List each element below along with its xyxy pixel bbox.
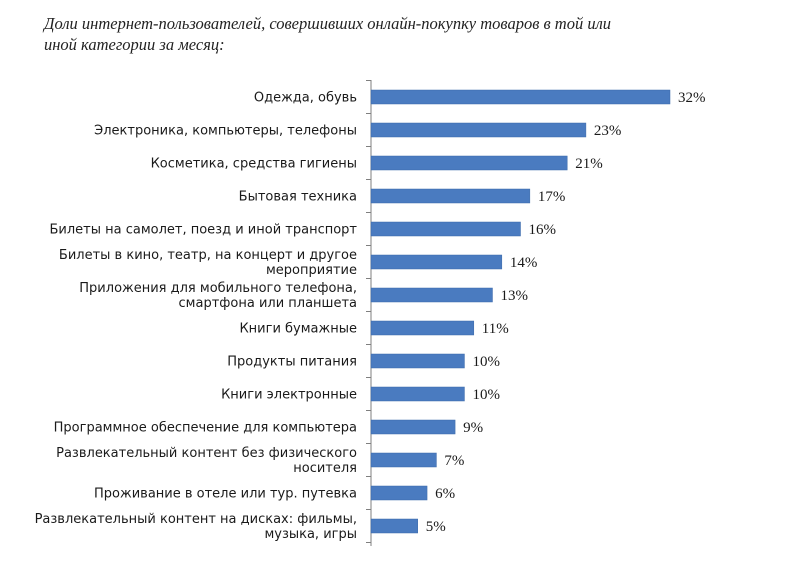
chart-title-line-1: Доли интернет-пользователей, совершивших… — [44, 14, 612, 33]
bar — [370, 419, 456, 435]
bar — [370, 89, 671, 105]
value-label: 16% — [529, 222, 557, 238]
category-label-line: Книги бумажные — [239, 322, 357, 337]
value-label: 5% — [426, 519, 446, 535]
bars-layer — [370, 89, 671, 534]
category-label: Продукты питания — [227, 355, 357, 370]
value-label: 6% — [435, 486, 455, 502]
category-label: Приложения для мобильного телефона, смарт… — [79, 281, 357, 311]
category-label: Программное обеспечение для компьютера — [54, 421, 357, 436]
category-label: Проживание в отеле или тур. путевка — [94, 487, 357, 502]
category-label-line: Программное обеспечение для компьютера — [54, 421, 357, 436]
category-label: Косметика, средства гигиены — [151, 157, 357, 172]
category-label: Электроника, компьютеры, телефоны — [94, 124, 357, 139]
value-label: 23% — [594, 123, 622, 139]
category-label-line: смартфона или планшета — [179, 296, 357, 311]
category-label: Билеты в кино, театр, на концерт и друго… — [59, 248, 357, 278]
category-label: Билеты на самолет, поезд и иной транспор… — [49, 223, 357, 238]
category-label-line: Приложения для мобильного телефона, — [79, 281, 357, 296]
category-label: Книги бумажные — [239, 322, 357, 337]
category-label-line: Проживание в отеле или тур. путевка — [94, 487, 357, 502]
bar — [370, 188, 531, 204]
value-label: 13% — [500, 288, 528, 304]
category-label-line: Электроника, компьютеры, телефоны — [94, 124, 357, 139]
value-labels-layer: 32% 23% 21% 17% 16% 14% 13% 11% 10% 10% 9% 7% 6% 5% — [426, 90, 706, 535]
value-label: 10% — [472, 387, 500, 403]
category-label-line: Билеты на самолет, поезд и иной транспор… — [49, 223, 357, 238]
value-label: 9% — [463, 420, 483, 436]
value-label: 7% — [444, 453, 464, 469]
value-label: 17% — [538, 189, 566, 205]
bar — [370, 353, 465, 369]
value-label: 21% — [575, 156, 603, 172]
category-label-line: Развлекательный контент на дисках: фильм… — [35, 512, 357, 527]
category-label-line: Книги электронные — [221, 388, 357, 403]
value-label: 11% — [482, 321, 509, 337]
bar — [370, 254, 503, 270]
bar — [370, 122, 587, 138]
chart-title-line-2: иной категории за месяц: — [44, 35, 225, 54]
category-label-line: музыка, игры — [264, 527, 357, 542]
category-label-line: Продукты питания — [227, 355, 357, 370]
bar — [370, 518, 418, 534]
bar — [370, 485, 428, 501]
category-label: Развлекательный контент на дисках: фильм… — [35, 512, 357, 542]
category-labels-layer: Одежда, обувь Электроника, компьютеры, те… — [35, 91, 358, 543]
category-label-line: Косметика, средства гигиены — [151, 157, 357, 172]
category-label-line: Развлекательный контент без физического — [56, 446, 357, 461]
category-label-line: Билеты в кино, театр, на концерт и друго… — [59, 248, 357, 263]
value-label: 32% — [678, 90, 706, 106]
category-label-line: Одежда, обувь — [254, 91, 357, 106]
bar — [370, 287, 493, 303]
bar — [370, 221, 521, 237]
bar — [370, 155, 568, 171]
bar — [370, 452, 437, 468]
chart-title: Доли интернет-пользователей, совершивших… — [44, 13, 764, 55]
value-label: 10% — [472, 354, 500, 370]
category-label: Книги электронные — [221, 388, 357, 403]
category-label: Бытовая техника — [239, 190, 357, 205]
category-label: Одежда, обувь — [254, 91, 357, 106]
bar — [370, 386, 465, 402]
value-label: 14% — [510, 255, 538, 271]
category-label-line: Бытовая техника — [239, 190, 357, 205]
bar — [370, 320, 475, 336]
category-label-line: носителя — [293, 461, 357, 476]
category-label: Развлекательный контент без физического н… — [56, 446, 357, 476]
category-label-line: мероприятие — [266, 263, 357, 278]
